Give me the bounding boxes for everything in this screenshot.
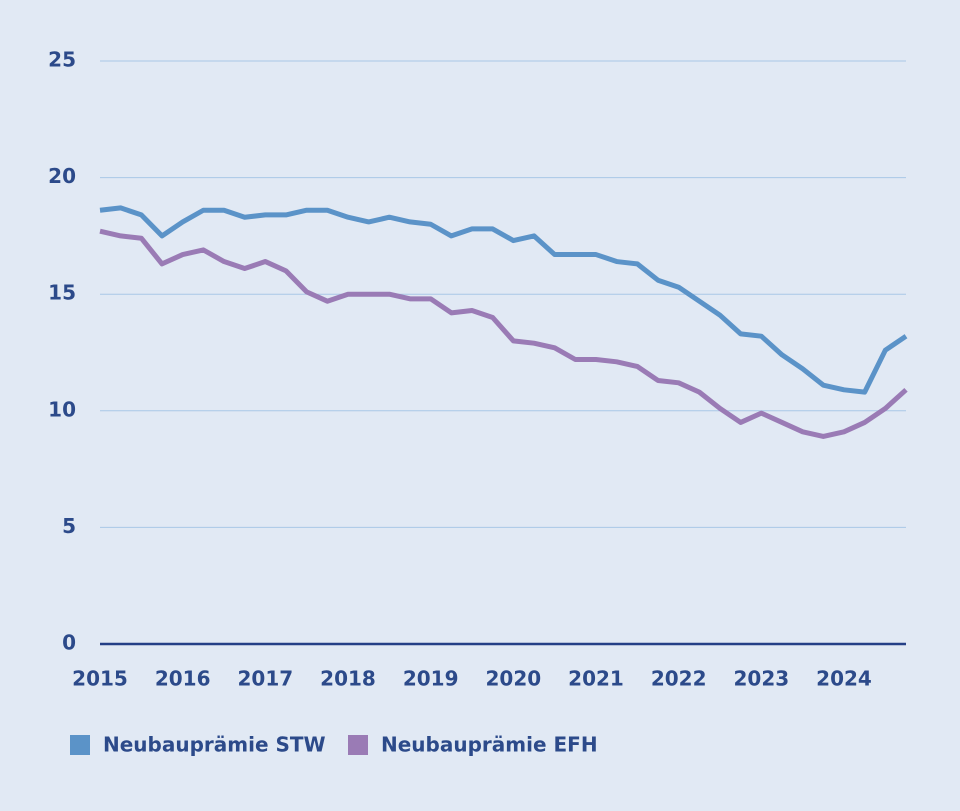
x-tick-label: 2024 [816,667,872,691]
x-tick-label: 2023 [733,667,789,691]
line [99,228,908,439]
y-tick-label: 0 [62,631,76,655]
x-tick-label: 2017 [237,667,293,691]
x-tick-label: 2015 [72,667,128,691]
x-tick-label: 2018 [320,667,376,691]
legend-swatch [70,735,90,755]
legend-label: Neubauprämie STW [103,733,326,757]
x-tick-label: 2021 [568,667,624,691]
y-tick-label: 10 [48,397,76,421]
y-tick-label: 5 [62,514,76,538]
legend-swatch [348,735,368,755]
y-tick-label: 15 [48,281,76,305]
x-tick-label: 2019 [403,667,459,691]
legend-label: Neubauprämie EFH [381,733,598,757]
x-tick-label: 2022 [651,667,707,691]
x-tick-label: 2020 [485,667,541,691]
y-tick-label: 25 [48,48,76,72]
y-tick-label: 20 [48,164,76,188]
x-tick-label: 2016 [155,667,211,691]
line [99,205,908,395]
